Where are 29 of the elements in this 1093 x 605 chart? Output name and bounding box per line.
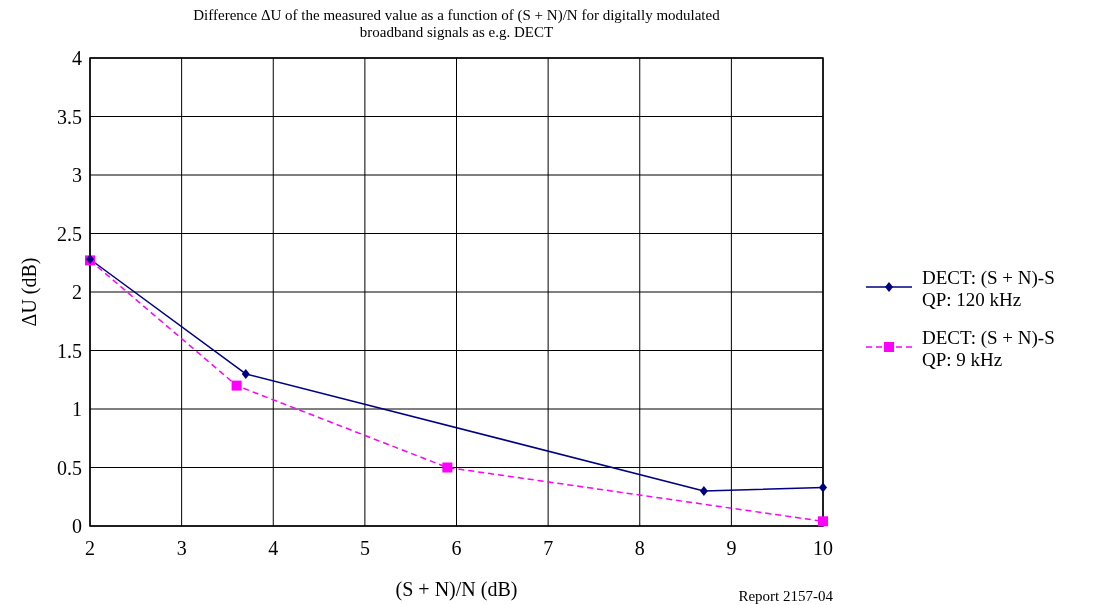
y-axis-title: ΔU (dB) [18, 257, 41, 327]
point [818, 516, 828, 527]
x-tick-label: 4 [268, 537, 279, 559]
x-tick-label: 7 [543, 537, 554, 559]
x-tick-label: 10 [813, 537, 833, 559]
chart-title: Difference ΔU of the measured value as a function of (S + N)/N for digitally modulated broadband signals as e.g. DECT [193, 7, 721, 40]
y-tick-label: 3.5 [57, 105, 82, 128]
x-tick-label: 8 [634, 537, 645, 559]
y-tick-label: 3 [72, 164, 82, 186]
point [442, 462, 453, 473]
legend-label: DECT: (S + N)-S QP: 9 kHz [922, 327, 1055, 370]
point [231, 380, 242, 391]
x-tick-label: 3 [176, 537, 187, 559]
y-tick-label: 4 [72, 47, 82, 69]
y-tick-label: 0 [72, 515, 82, 537]
y-tick-label: 1.5 [57, 339, 82, 362]
point [699, 485, 708, 496]
y-tick-label: 0.5 [57, 456, 82, 479]
text: Report 2157-04 [738, 588, 834, 604]
y-tick-label: 1 [72, 398, 82, 420]
x-tick-label: 5 [359, 537, 370, 559]
y-tick-label: 2.5 [57, 222, 82, 245]
point [819, 482, 827, 493]
legend-label: DECT: (S + N)-S QP: 120 kHz [922, 267, 1055, 310]
y-tick-label: 2 [72, 281, 82, 303]
point [241, 368, 250, 379]
x-tick-label: 6 [451, 537, 462, 559]
x-tick-label: 9 [726, 537, 737, 559]
x-axis-title: (S + N)/N (dB) [395, 578, 518, 601]
